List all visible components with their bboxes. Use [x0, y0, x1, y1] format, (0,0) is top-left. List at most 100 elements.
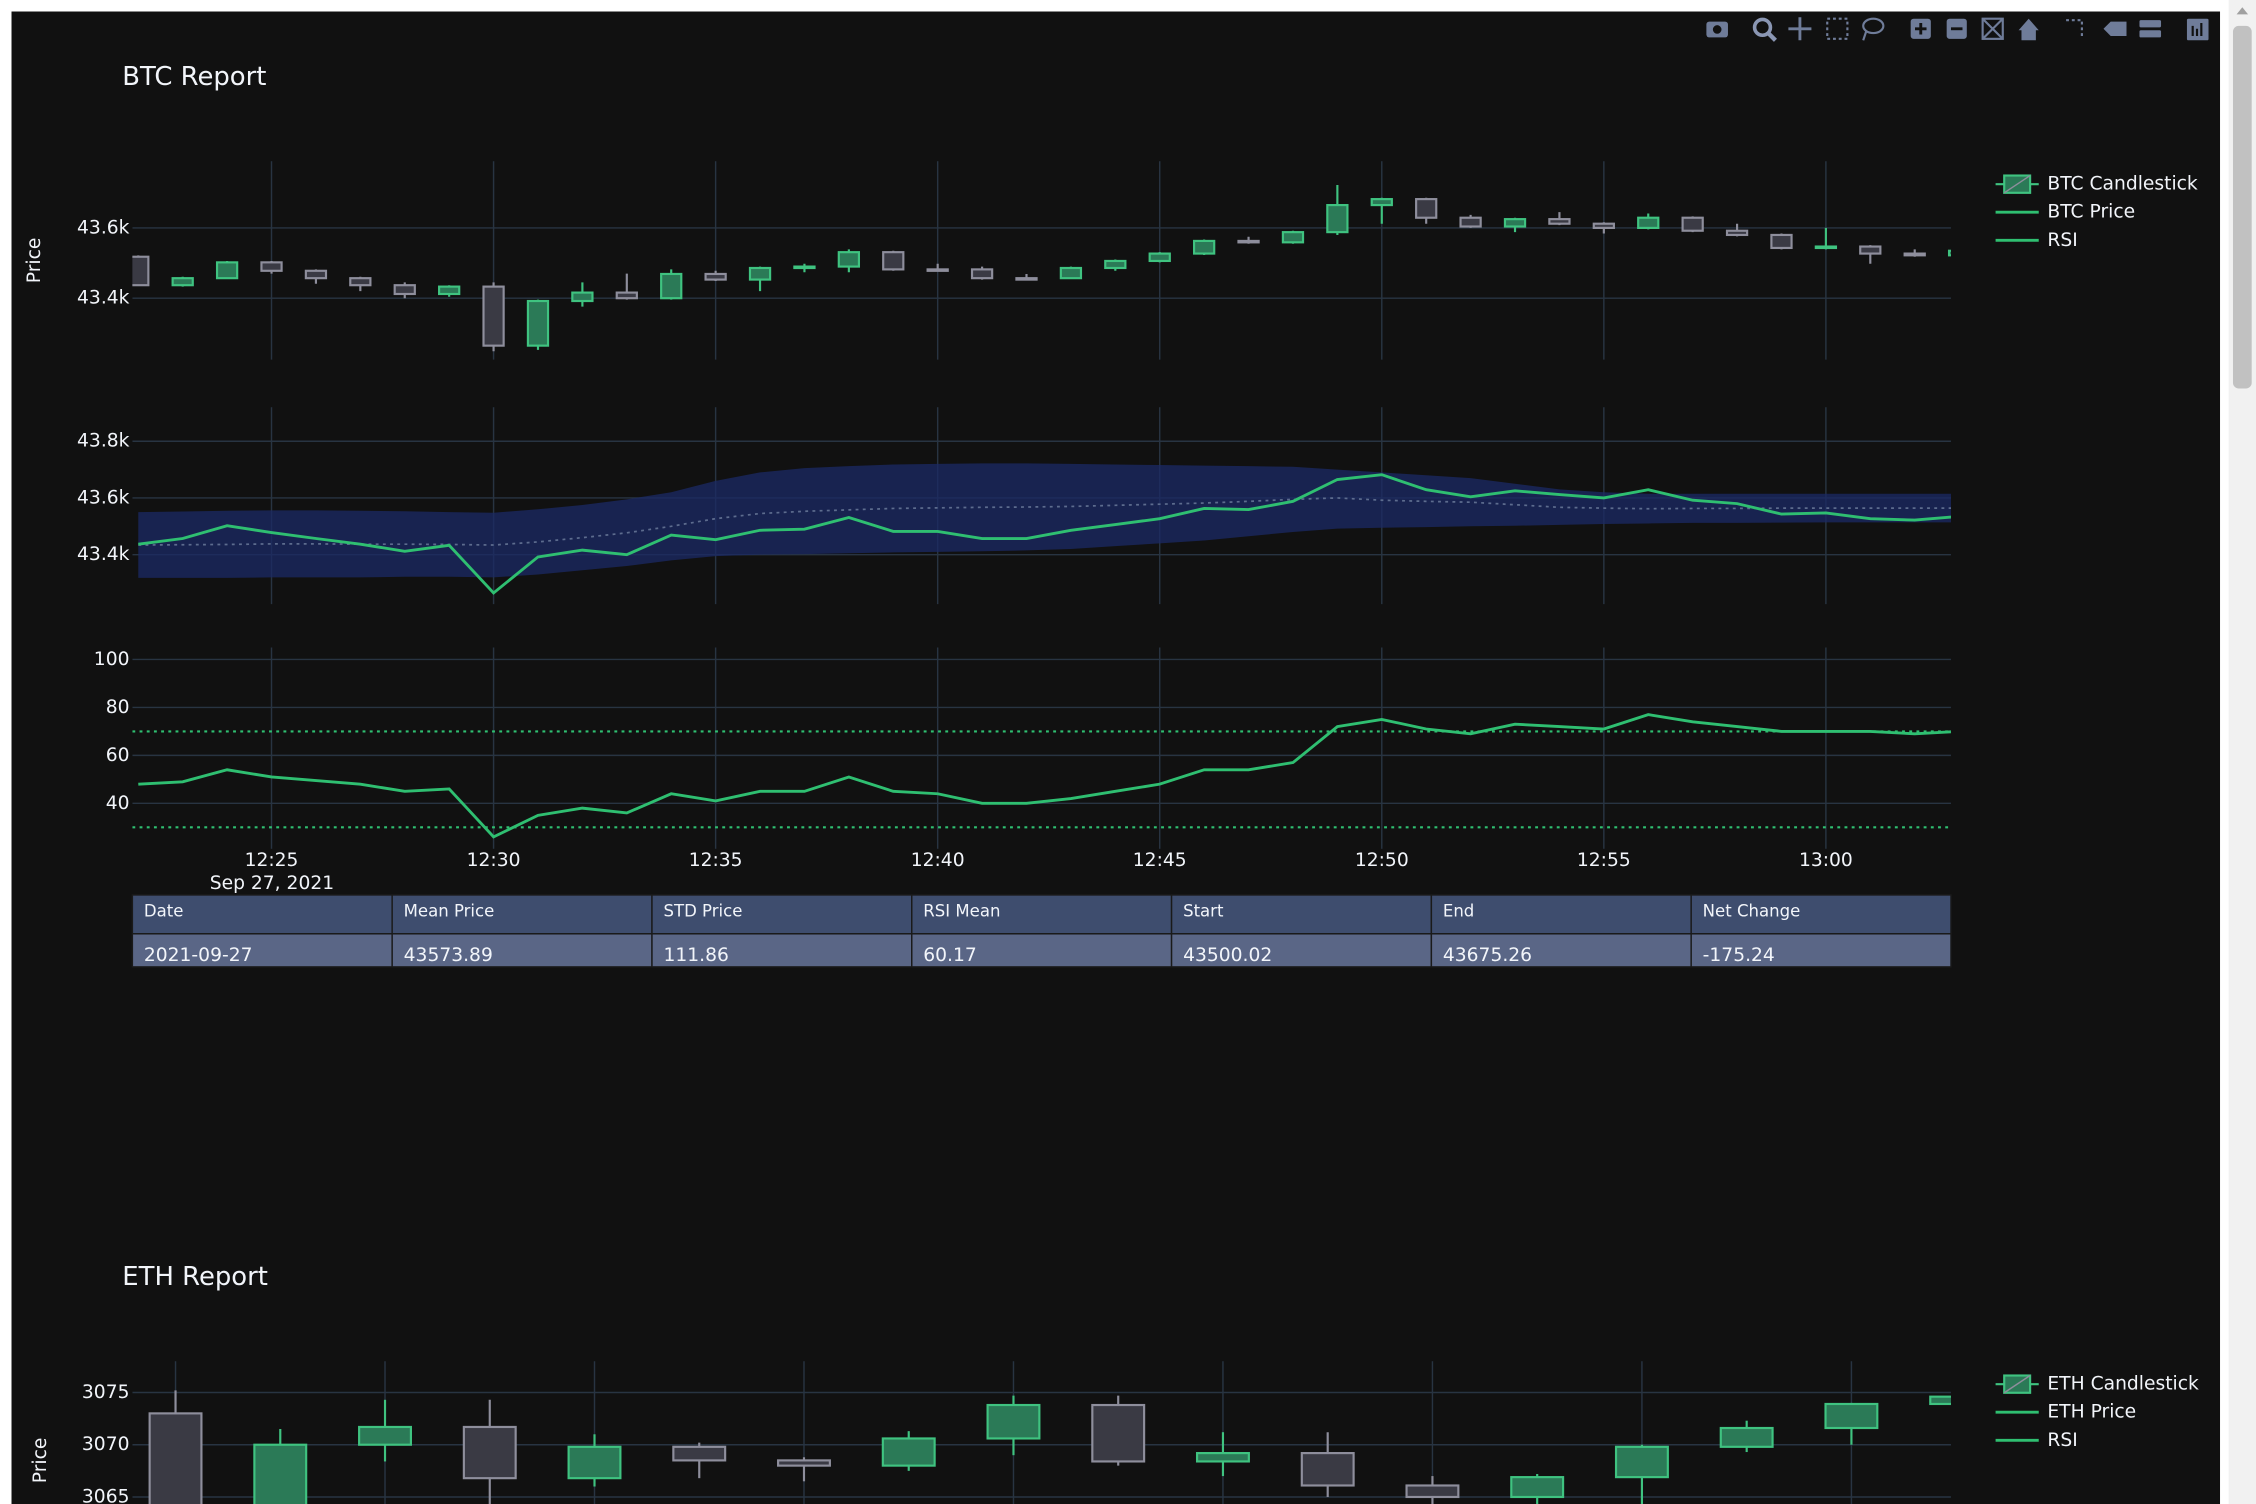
box-select-button[interactable]	[1826, 17, 1849, 40]
modebar	[1706, 17, 2209, 42]
candle-body	[970, 268, 994, 280]
y-tick-label: 43.4k	[77, 288, 130, 309]
candle-body	[438, 285, 461, 296]
y-axis-label: Price	[30, 1438, 51, 1484]
table-cell-text: 111.86	[663, 945, 728, 966]
y-tick-label: 60	[106, 745, 130, 766]
x-tick-label: 12:25	[245, 850, 299, 871]
candle-body	[1929, 1395, 1951, 1406]
scrollbar-thumb[interactable]	[2232, 25, 2252, 389]
legend-icon	[2003, 174, 2031, 194]
table-header-text: Start	[1183, 902, 1224, 921]
candle-body	[1681, 216, 1704, 232]
legend-label: RSI	[2047, 230, 2077, 251]
legend-item[interactable]: BTC Candlestick	[1995, 174, 2198, 195]
candle-body	[1059, 266, 1083, 280]
table-cell-text: 43573.89	[404, 945, 493, 966]
table-header-cell	[651, 894, 913, 935]
y-tick-label: 3065	[82, 1486, 130, 1504]
candle-body	[571, 291, 594, 303]
x-tick-label: 12:45	[1133, 850, 1187, 871]
candle-body	[1824, 1402, 1879, 1430]
table-header-text: Date	[144, 902, 184, 921]
candle-body	[1281, 231, 1305, 244]
reset-button[interactable]	[2018, 18, 2039, 41]
candle-body	[482, 285, 505, 347]
candle-body	[171, 277, 194, 287]
candle-body	[1510, 1476, 1565, 1499]
candle-body	[1326, 203, 1349, 234]
candle-body	[1405, 1484, 1460, 1499]
zoom-in-button[interactable]	[1910, 18, 1931, 39]
candle-body	[1770, 233, 1793, 250]
candle-body	[358, 1425, 412, 1446]
band-middle-line	[138, 497, 1951, 546]
legend-label: BTC Candlestick	[2047, 174, 2198, 195]
candle-body	[1814, 245, 1838, 250]
legend-item[interactable]: BTC Price	[1995, 202, 2136, 223]
plot-area	[132, 1361, 1951, 1504]
candle-body	[349, 277, 372, 287]
candle-body	[615, 291, 638, 300]
table-header-cell	[1170, 894, 1433, 935]
table-cell	[1690, 933, 1952, 968]
y-tick-label: 100	[94, 649, 130, 670]
hover-compare-button[interactable]	[2139, 20, 2162, 38]
table-cell-text: -175.24	[1703, 945, 1775, 966]
candle-body	[260, 261, 283, 272]
y-tick-label: 3070	[82, 1434, 130, 1455]
candle-body	[1725, 229, 1749, 237]
legend-item[interactable]: RSI	[1995, 230, 2078, 251]
plot-area	[132, 647, 1951, 849]
legend-label: ETH Candlestick	[2047, 1374, 2199, 1395]
legend-item[interactable]: RSI	[1995, 1430, 2078, 1451]
candle-body	[132, 255, 150, 287]
table-header-text: STD Price	[663, 902, 742, 921]
candle-body	[393, 284, 416, 296]
series-line	[138, 473, 1951, 595]
candle-body	[1195, 1452, 1250, 1463]
autoscale-button[interactable]	[1981, 17, 2004, 40]
table-header-text: RSI Mean	[923, 902, 1000, 921]
plotly-logo[interactable]	[2186, 18, 2209, 41]
report-title: ETH Report	[122, 1262, 268, 1292]
y-tick-label: 80	[106, 697, 130, 718]
y-tick-label: 43.4k	[77, 544, 130, 565]
plot-area	[132, 161, 1951, 360]
zoom-out-button[interactable]	[1946, 18, 1967, 39]
legend-item[interactable]: ETH Candlestick	[1995, 1374, 2199, 1395]
candle-body	[672, 1445, 727, 1462]
pan-button[interactable]	[1788, 17, 1812, 41]
candle-body	[882, 251, 905, 271]
candle-body	[1370, 198, 1393, 207]
candle-body	[526, 299, 550, 347]
candle-body	[1592, 222, 1615, 229]
y-tick-label: 3075	[82, 1382, 130, 1403]
candle-body	[1148, 252, 1171, 263]
lasso-button[interactable]	[1862, 17, 1885, 41]
zoom-button[interactable]	[1752, 17, 1777, 42]
candle-body	[881, 1437, 936, 1467]
table-header-text: Net Change	[1703, 902, 1801, 921]
candle-body	[986, 1403, 1041, 1440]
legend-label: RSI	[2047, 1430, 2077, 1451]
table-cell	[1170, 933, 1433, 968]
candle-body	[1091, 1403, 1146, 1463]
camera-button[interactable]	[1706, 21, 1728, 38]
hover-closest-button[interactable]	[2103, 21, 2127, 36]
candle-body	[1903, 252, 1926, 257]
y-tick-label: 43.6k	[77, 487, 130, 508]
candle-body	[215, 261, 239, 280]
scrollbar-up[interactable]	[2236, 7, 2249, 15]
table-header-cell	[911, 894, 1173, 935]
candle-body	[1104, 259, 1127, 270]
candle-body	[1614, 1445, 1669, 1479]
y-tick-label: 40	[106, 793, 130, 814]
x-tick-label: 12:55	[1577, 850, 1631, 871]
x-tick-label: 12:40	[911, 850, 965, 871]
candle-body	[660, 272, 683, 300]
legend-item[interactable]: ETH Price	[1995, 1402, 2137, 1423]
table-header-text: Mean Price	[404, 902, 495, 921]
candle-body	[1503, 218, 1527, 228]
